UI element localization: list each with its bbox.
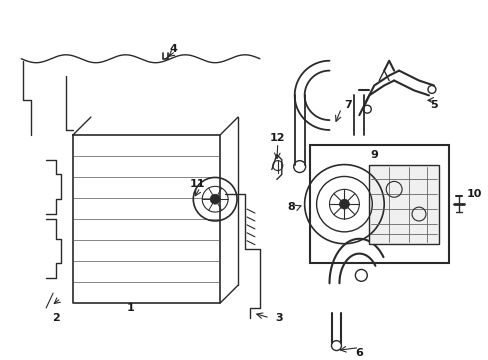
Circle shape [339,199,349,209]
Text: 8: 8 [286,202,294,212]
Text: 10: 10 [466,189,481,199]
Text: 7: 7 [344,100,351,110]
Text: 5: 5 [429,100,437,110]
Bar [368,165,438,244]
Text: 9: 9 [369,150,377,160]
Text: 3: 3 [274,313,282,323]
Text: 11: 11 [189,179,205,189]
Text: 6: 6 [355,347,363,357]
Text: 1: 1 [126,303,134,313]
Text: 4: 4 [169,44,177,54]
Circle shape [210,194,220,204]
Text: 12: 12 [269,133,285,143]
Bar [309,145,448,264]
Text: 2: 2 [52,313,60,323]
